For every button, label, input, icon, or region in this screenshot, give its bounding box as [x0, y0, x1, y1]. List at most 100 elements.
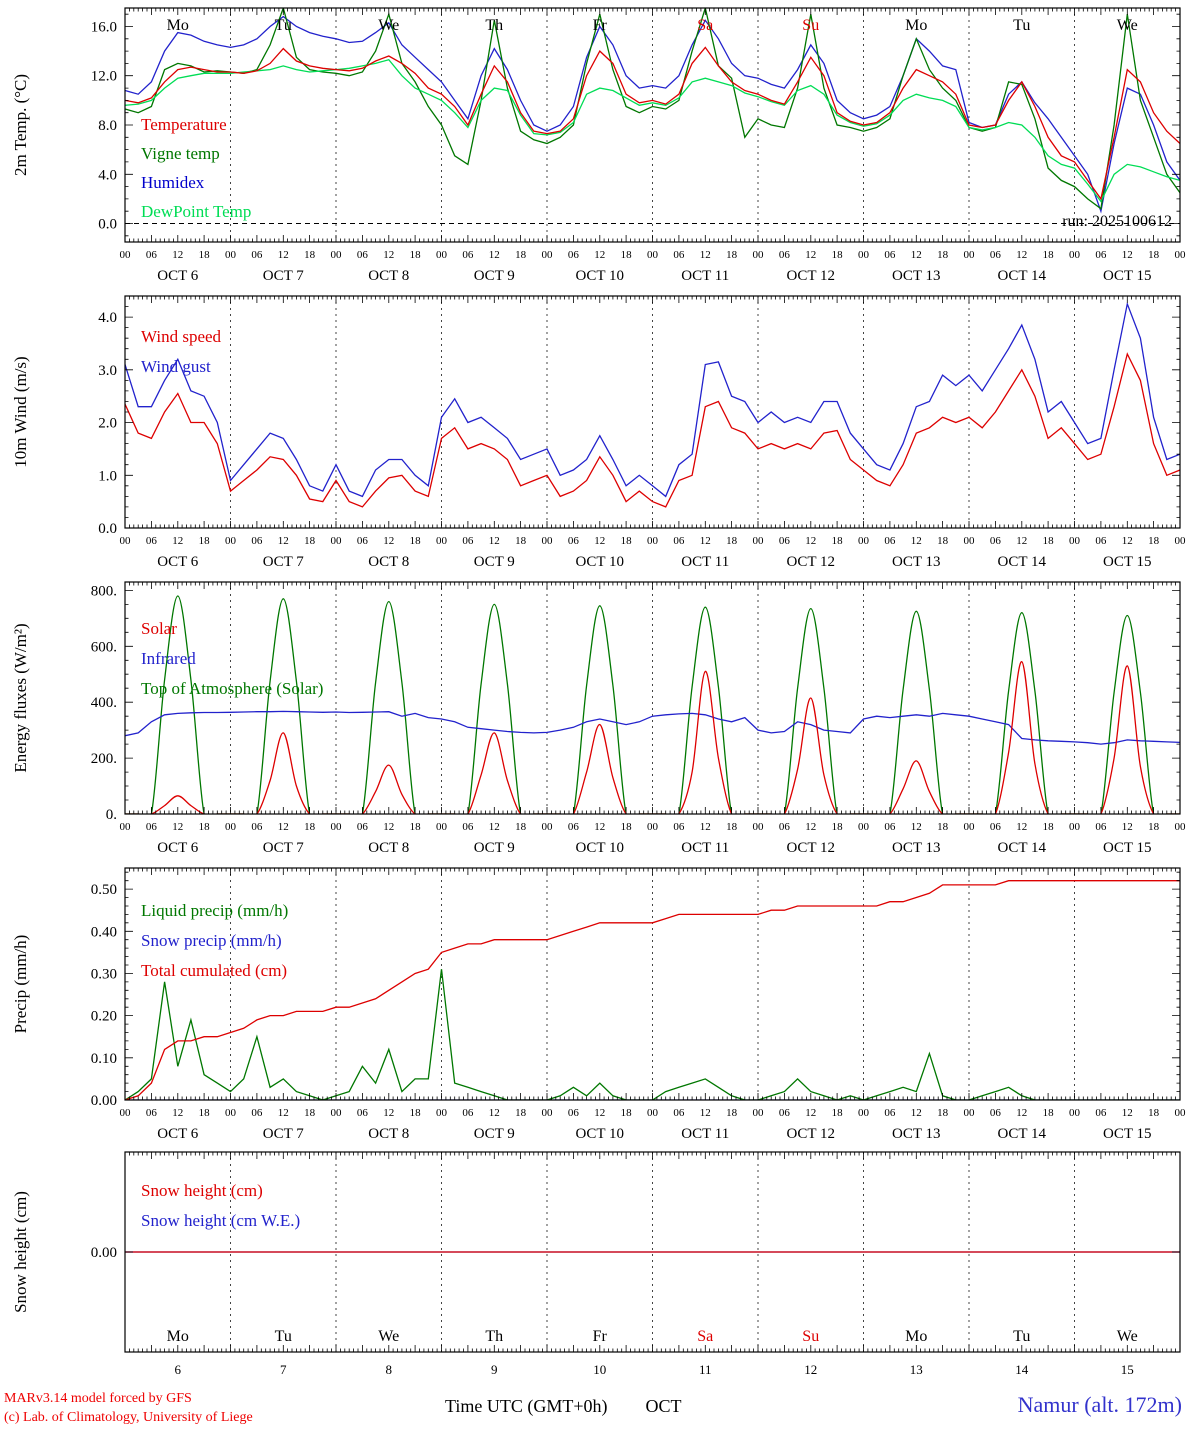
svg-text:18: 18 [1043, 535, 1055, 547]
svg-text:Energy fluxes (W/m²): Energy fluxes (W/m²) [11, 623, 30, 772]
svg-text:11: 11 [699, 1362, 712, 1377]
credits: MARv3.14 model forced by GFS (c) Lab. of… [4, 1390, 253, 1428]
model-credit: MARv3.14 model forced by GFS [4, 1391, 192, 1406]
svg-text:12: 12 [805, 535, 816, 547]
svg-text:12: 12 [700, 1107, 711, 1119]
svg-text:18: 18 [937, 821, 949, 833]
svg-text:06: 06 [462, 821, 474, 833]
svg-text:OCT 8: OCT 8 [368, 268, 409, 284]
svg-text:12: 12 [911, 249, 922, 261]
svg-text:Tu: Tu [275, 1328, 292, 1345]
svg-text:13: 13 [910, 1362, 923, 1377]
svg-text:06: 06 [990, 249, 1002, 261]
svg-text:12: 12 [278, 535, 289, 547]
precip-chart: 0.00 0.10 0.20 0.30 0.40 0.50 Precip (mm/h) Liq… [11, 867, 1186, 1142]
svg-text:18: 18 [832, 535, 844, 547]
svg-text:06: 06 [251, 535, 263, 547]
svg-text:18: 18 [304, 535, 316, 547]
svg-text:06: 06 [251, 249, 263, 261]
svg-text:Fr: Fr [593, 17, 608, 34]
station-label: Namur (alt. 172m) [1017, 1392, 1182, 1417]
svg-text:Tu: Tu [275, 17, 292, 34]
footer: MARv3.14 model forced by GFS (c) Lab. of… [0, 1382, 1194, 1440]
svg-text:12: 12 [805, 1107, 816, 1119]
svg-text:Wind speed: Wind speed [141, 327, 222, 346]
svg-text:OCT 13: OCT 13 [892, 554, 940, 570]
svg-text:12: 12 [911, 1107, 922, 1119]
svg-text:00: 00 [1069, 1107, 1081, 1119]
svg-text:18: 18 [726, 1107, 738, 1119]
panel-temperature: 0.0 4.0 8.0 12.0 16.0 2m Temp. (°C) Temperatur… [0, 0, 1194, 288]
svg-text:00: 00 [331, 821, 343, 833]
svg-text:Snow height (cm): Snow height (cm) [141, 1181, 263, 1200]
svg-text:18: 18 [199, 535, 211, 547]
svg-text:Fr: Fr [593, 1328, 608, 1345]
svg-text:06: 06 [990, 535, 1002, 547]
svg-text:12: 12 [594, 821, 605, 833]
svg-text:18: 18 [937, 535, 949, 547]
svg-text:18: 18 [1043, 821, 1055, 833]
svg-text:OCT 13: OCT 13 [892, 268, 940, 284]
svg-text:We: We [1117, 17, 1138, 34]
svg-text:800.: 800. [91, 583, 117, 599]
svg-text:06: 06 [884, 1107, 896, 1119]
svg-text:6: 6 [175, 1362, 182, 1377]
svg-text:12: 12 [172, 249, 183, 261]
svg-text:00: 00 [542, 535, 554, 547]
svg-text:Mo: Mo [167, 1328, 189, 1345]
svg-text:00: 00 [858, 821, 870, 833]
svg-text:12: 12 [1016, 535, 1027, 547]
svg-text:12: 12 [1122, 1107, 1133, 1119]
svg-text:12: 12 [594, 535, 605, 547]
svg-text:00: 00 [1175, 249, 1187, 261]
svg-text:12: 12 [805, 249, 816, 261]
svg-text:18: 18 [1148, 1107, 1160, 1119]
svg-text:06: 06 [990, 1107, 1002, 1119]
temperature-chart: 0.0 4.0 8.0 12.0 16.0 2m Temp. (°C) Temperatur… [11, 7, 1187, 284]
svg-text:12.0: 12.0 [91, 69, 117, 85]
svg-text:Sa: Sa [697, 17, 713, 34]
time-axis-label: Time UTC (GMT+0h) [445, 1396, 608, 1416]
svg-text:06: 06 [146, 249, 158, 261]
svg-text:Total cumulated (cm): Total cumulated (cm) [141, 961, 287, 980]
svg-text:06: 06 [146, 1107, 158, 1119]
svg-text:OCT 9: OCT 9 [474, 840, 515, 856]
svg-text:OCT 7: OCT 7 [263, 840, 304, 856]
svg-text:18: 18 [937, 1107, 949, 1119]
svg-text:12: 12 [1122, 249, 1133, 261]
svg-text:We: We [378, 17, 399, 34]
svg-text:400.: 400. [91, 695, 117, 711]
svg-text:18: 18 [410, 249, 422, 261]
svg-text:00: 00 [542, 821, 554, 833]
svg-text:0.10: 0.10 [91, 1051, 117, 1067]
svg-text:06: 06 [146, 535, 158, 547]
svg-text:12: 12 [911, 821, 922, 833]
svg-text:18: 18 [199, 249, 211, 261]
svg-text:OCT 11: OCT 11 [681, 268, 729, 284]
svg-text:OCT 9: OCT 9 [474, 268, 515, 284]
svg-text:Top of Atmosphere (Solar): Top of Atmosphere (Solar) [141, 679, 323, 698]
panel-energy-fluxes: 0. 200. 400. 600. 800. Energy fluxes (W/m²) So… [0, 574, 1194, 860]
svg-text:Infrared: Infrared [141, 649, 196, 668]
svg-text:00: 00 [753, 249, 765, 261]
snow-chart: 0.00 Snow height (cm) Snow height (cm) Snow… [11, 1151, 1181, 1377]
svg-text:06: 06 [779, 535, 791, 547]
svg-text:200.: 200. [91, 751, 117, 767]
svg-text:06: 06 [1095, 535, 1107, 547]
svg-text:18: 18 [199, 1107, 211, 1119]
svg-text:Su: Su [802, 17, 819, 34]
svg-text:00: 00 [1175, 821, 1187, 833]
svg-text:00: 00 [964, 1107, 976, 1119]
svg-text:10: 10 [593, 1362, 606, 1377]
svg-text:12: 12 [172, 535, 183, 547]
svg-text:06: 06 [673, 249, 685, 261]
svg-text:600.: 600. [91, 639, 117, 655]
svg-text:12: 12 [172, 821, 183, 833]
svg-text:1.0: 1.0 [98, 468, 117, 484]
svg-text:12: 12 [278, 249, 289, 261]
svg-text:OCT 15: OCT 15 [1103, 840, 1151, 856]
svg-text:00: 00 [753, 821, 765, 833]
svg-text:06: 06 [884, 821, 896, 833]
svg-text:06: 06 [673, 535, 685, 547]
svg-text:18: 18 [621, 249, 633, 261]
